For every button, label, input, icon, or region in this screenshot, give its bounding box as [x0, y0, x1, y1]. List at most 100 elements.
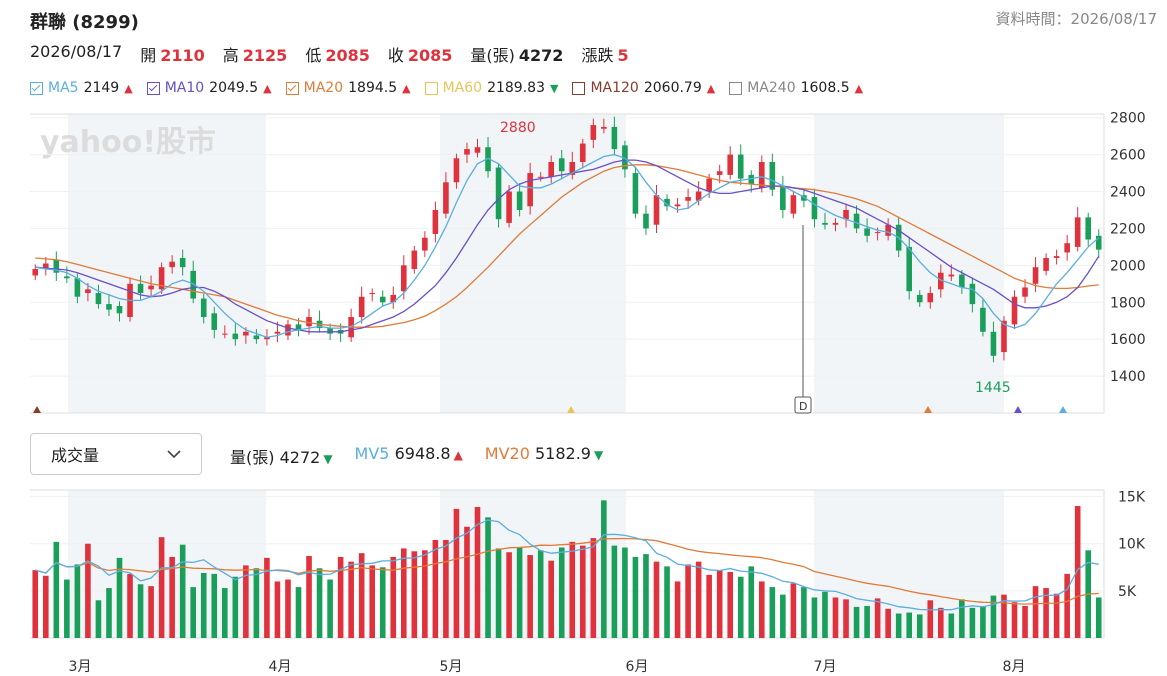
change-label: 漲跌	[581, 46, 614, 65]
candle-body	[253, 335, 260, 340]
ma10-checkbox[interactable]	[146, 81, 160, 95]
volume-bar	[74, 564, 81, 638]
legend-ma20[interactable]: MA20 1894.5 ▲	[285, 80, 411, 96]
candle-body	[1095, 235, 1102, 250]
quote-bar: 2026/08/17 開 2110 高 2125 低 2085 收 2085 量(張) 4…	[30, 42, 629, 66]
volume-bar	[990, 595, 997, 638]
volume-bar	[601, 500, 607, 638]
volume-bar	[327, 579, 333, 638]
ma5-checkbox[interactable]	[30, 81, 43, 95]
volume-bar	[358, 553, 365, 638]
ma240-name: MA240	[747, 80, 796, 96]
high-label: 高	[222, 46, 239, 65]
mv20-line	[35, 537, 1099, 605]
volume-bar	[1053, 593, 1060, 638]
candle-body	[116, 305, 123, 314]
volume-bar	[42, 575, 49, 638]
candle-body	[590, 125, 597, 140]
volume-bar	[1095, 597, 1102, 638]
candle-body	[306, 317, 312, 327]
candle-body	[221, 333, 228, 335]
volume-bar	[106, 588, 112, 638]
candle-body	[295, 324, 302, 330]
ma20-checkbox[interactable]	[285, 81, 299, 95]
candle-body	[643, 213, 649, 229]
ma120-value: 2060.79	[643, 80, 702, 96]
volume-bar	[780, 594, 786, 638]
candle-body	[601, 126, 607, 129]
candle-body	[843, 209, 849, 220]
volume-bar	[211, 573, 218, 638]
candle-body	[495, 167, 502, 220]
candle-body	[569, 161, 576, 175]
candle-body	[780, 185, 786, 210]
volume-bar	[737, 576, 744, 638]
volume-bar	[474, 506, 481, 638]
mv20-trend-icon: ▼	[593, 448, 604, 462]
ma120-name: MA120	[590, 80, 639, 96]
month-label: 3月	[69, 659, 92, 675]
candle-body	[758, 161, 765, 188]
open-label: 開	[140, 46, 157, 65]
volume-bar	[674, 581, 681, 638]
volume-bar	[316, 568, 323, 638]
ma60-checkbox[interactable]	[424, 81, 438, 95]
candle-body	[653, 195, 660, 225]
candle-body	[727, 154, 734, 175]
volume-bar	[727, 572, 734, 638]
ma240-trend-icon: ▲	[854, 81, 864, 95]
legend-ma5[interactable]: MA5 2149 ▲	[30, 80, 133, 96]
volume-bar	[264, 557, 270, 638]
candle-body	[358, 296, 365, 318]
low-annotation: 1445	[975, 380, 1011, 396]
ma120-checkbox[interactable]	[572, 81, 586, 95]
candle-body	[179, 257, 186, 268]
candle-body	[916, 294, 923, 303]
legend-ma240[interactable]: MA240 1608.5 ▲	[729, 80, 863, 96]
volume-bar	[85, 543, 91, 638]
ma5-trend-icon: ▲	[124, 81, 133, 95]
ma240-checkbox[interactable]	[729, 81, 743, 95]
candle-body	[622, 145, 628, 170]
candle-body	[137, 283, 144, 294]
high-value: 2125	[242, 46, 288, 65]
candle-body	[937, 272, 944, 290]
signal-triangle	[567, 406, 575, 413]
month-label: 7月	[814, 659, 837, 675]
legend-ma120[interactable]: MA120 2060.79 ▲	[572, 80, 715, 96]
candle-body	[64, 276, 70, 279]
candle-body	[853, 213, 860, 229]
ma10-line	[35, 159, 1100, 333]
volume-bar	[822, 591, 828, 638]
legend-ma10[interactable]: MA10 2049.5 ▲	[146, 80, 272, 96]
volume-label: 量(張)	[470, 46, 515, 65]
price-tick-label: 1800	[1110, 295, 1146, 311]
vol-label: 量(張)	[230, 448, 275, 467]
candle-body	[443, 182, 449, 214]
candle-body	[42, 263, 49, 270]
volume-bar	[53, 541, 60, 638]
indicator-select[interactable]: 成交量	[30, 433, 202, 475]
candle-body	[264, 337, 270, 340]
volume-bar	[506, 552, 512, 638]
volume-bar	[874, 598, 881, 638]
volume-bar	[590, 538, 597, 638]
low-value: 2085	[325, 46, 370, 65]
volume-tick-label: 10K	[1118, 537, 1146, 553]
candle-body	[390, 294, 397, 303]
candle-body	[32, 269, 39, 276]
candle-body	[832, 222, 839, 225]
candle-body	[664, 198, 670, 207]
volume-bar	[379, 567, 386, 638]
candle-body	[811, 197, 818, 220]
candle-body	[1001, 320, 1007, 353]
volume-bar	[148, 586, 154, 638]
candle-body	[327, 328, 333, 334]
candle-body	[379, 296, 386, 303]
volume-bar	[843, 599, 849, 638]
legend-ma60[interactable]: MA60 2189.83 ▼	[424, 80, 558, 96]
candle-body	[948, 274, 955, 277]
candle-body	[980, 307, 986, 332]
ma20-name: MA20	[303, 80, 344, 96]
